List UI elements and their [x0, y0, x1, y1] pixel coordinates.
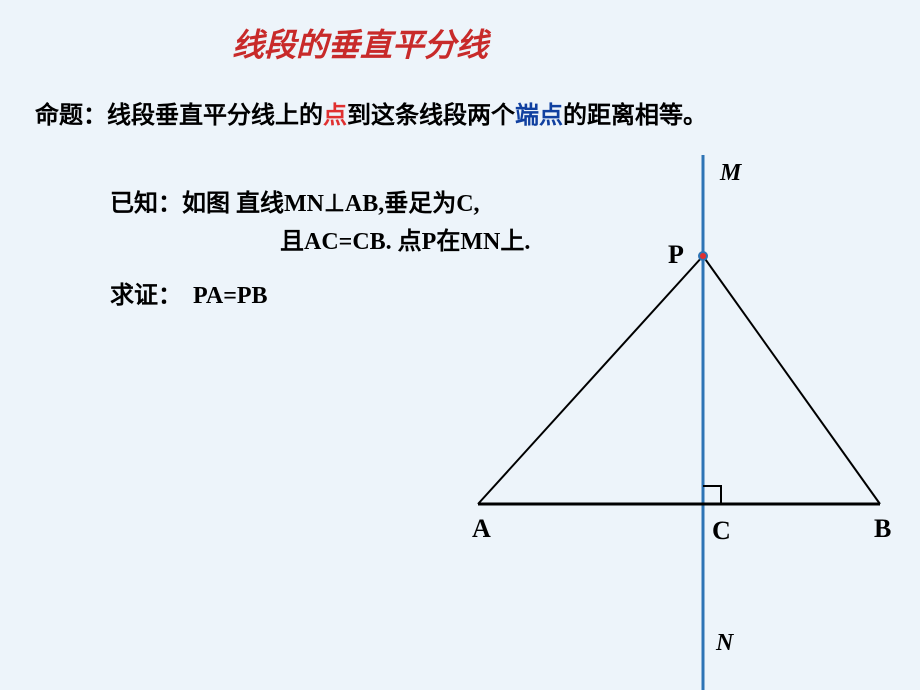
label-m: M: [720, 160, 741, 187]
label-b: B: [874, 514, 891, 544]
label-c: C: [712, 516, 731, 546]
segment-pb: [703, 256, 880, 504]
label-a: A: [472, 514, 491, 544]
label-p: P: [668, 240, 684, 270]
geometry-diagram: [0, 0, 920, 690]
label-n: N: [716, 630, 733, 657]
right-angle-marker: [703, 486, 721, 504]
point-p-inner: [700, 253, 706, 259]
segment-pa: [478, 256, 703, 504]
